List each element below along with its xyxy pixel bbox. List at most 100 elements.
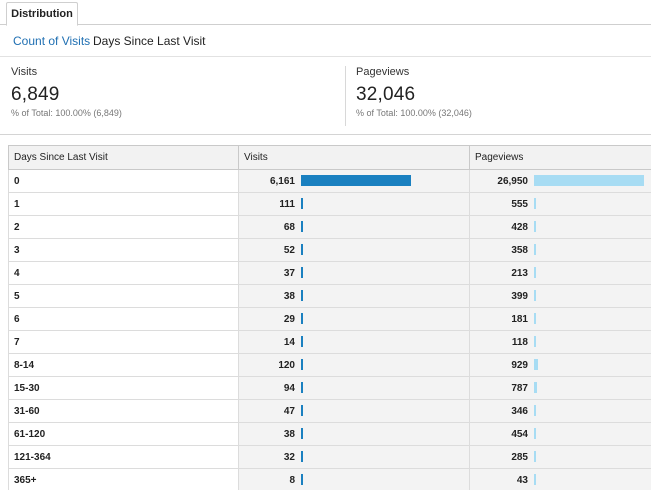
visits-bar bbox=[301, 267, 303, 278]
visits-value: 38 bbox=[283, 291, 295, 302]
dimension-cell: 7 bbox=[8, 330, 239, 354]
pageviews-cell: 26,950 bbox=[469, 169, 651, 193]
visits-bar bbox=[301, 244, 303, 255]
visits-value: 68 bbox=[283, 222, 295, 233]
dimension-cell: 5 bbox=[8, 284, 239, 308]
visits-value: 38 bbox=[283, 429, 295, 440]
table-row: 15-30 94 787 bbox=[8, 376, 651, 400]
dimension-cell: 2 bbox=[8, 215, 239, 239]
pageviews-metric-value: 32,046 bbox=[356, 84, 416, 105]
visits-cell: 37 bbox=[238, 261, 470, 285]
visits-bar bbox=[301, 405, 303, 416]
table-row: 121-364 32 285 bbox=[8, 445, 651, 469]
header-visits[interactable]: Visits bbox=[238, 145, 470, 170]
visits-cell: 32 bbox=[238, 445, 470, 469]
pageviews-metric-total: % of Total: 100.00% (32,046) bbox=[356, 108, 651, 118]
pageviews-cell: 358 bbox=[469, 238, 651, 262]
dimension-cell: 8-14 bbox=[8, 353, 239, 377]
sub-navigation: Count of Visits Days Since Last Visit bbox=[0, 25, 651, 57]
visits-value: 111 bbox=[279, 199, 295, 210]
pageviews-cell: 118 bbox=[469, 330, 651, 354]
visits-cell: 6,161 bbox=[238, 169, 470, 193]
visits-cell: 120 bbox=[238, 353, 470, 377]
pageviews-cell: 929 bbox=[469, 353, 651, 377]
pageviews-value: 555 bbox=[511, 199, 528, 210]
table-row: 5 38 399 bbox=[8, 284, 651, 308]
pageviews-bar bbox=[534, 382, 537, 393]
pageviews-value: 181 bbox=[511, 314, 528, 325]
dimension-cell: 15-30 bbox=[8, 376, 239, 400]
pageviews-bar bbox=[534, 244, 536, 255]
visits-cell: 47 bbox=[238, 399, 470, 423]
table-row: 4 37 213 bbox=[8, 261, 651, 285]
visits-value: 47 bbox=[283, 406, 295, 417]
dimension-cell: 6 bbox=[8, 307, 239, 331]
visits-value: 52 bbox=[283, 245, 295, 256]
pageviews-value: 26,950 bbox=[497, 176, 528, 187]
pageviews-cell: 787 bbox=[469, 376, 651, 400]
days-since-last-visit-label: Days Since Last Visit bbox=[93, 34, 206, 48]
dimension-cell: 121-364 bbox=[8, 445, 239, 469]
pageviews-value: 454 bbox=[511, 429, 528, 440]
visits-bar bbox=[301, 474, 303, 485]
dimension-cell: 4 bbox=[8, 261, 239, 285]
visits-value: 14 bbox=[283, 337, 295, 348]
pageviews-bar bbox=[534, 405, 536, 416]
pageviews-bar bbox=[534, 428, 536, 439]
tab-distribution[interactable]: Distribution bbox=[6, 2, 78, 26]
pageviews-total-prefix: % of Total: bbox=[356, 108, 401, 118]
pageviews-cell: 43 bbox=[469, 468, 651, 490]
visits-bar bbox=[301, 198, 303, 209]
visits-value: 6,161 bbox=[269, 176, 295, 187]
visits-value: 29 bbox=[283, 314, 295, 325]
dimension-cell: 61-120 bbox=[8, 422, 239, 446]
pageviews-bar bbox=[534, 359, 538, 370]
table-row: 31-60 47 346 bbox=[8, 399, 651, 423]
pageviews-bar bbox=[534, 290, 536, 301]
visits-cell: 52 bbox=[238, 238, 470, 262]
table-row: 2 68 428 bbox=[8, 215, 651, 239]
pageviews-cell: 454 bbox=[469, 422, 651, 446]
visits-metric: Visits 6,849 % of Total: 100.00% (6,849) bbox=[11, 66, 341, 126]
pageviews-total-value: 100.00% (32,046) bbox=[400, 108, 472, 118]
visits-value: 94 bbox=[283, 383, 295, 394]
pageviews-bar bbox=[534, 474, 536, 485]
pageviews-cell: 428 bbox=[469, 215, 651, 239]
pageviews-value: 929 bbox=[511, 360, 528, 371]
tab-strip: Distribution bbox=[0, 0, 651, 26]
table-row: 3 52 358 bbox=[8, 238, 651, 262]
pageviews-value: 346 bbox=[511, 406, 528, 417]
header-pageviews[interactable]: Pageviews bbox=[469, 145, 651, 170]
visits-metric-label: Visits bbox=[11, 66, 38, 78]
summary-metrics: Visits 6,849 % of Total: 100.00% (6,849)… bbox=[0, 57, 651, 135]
pageviews-metric-label: Pageviews bbox=[356, 66, 410, 78]
pageviews-value: 118 bbox=[511, 337, 528, 348]
visits-value: 32 bbox=[283, 452, 295, 463]
pageviews-bar bbox=[534, 336, 536, 347]
pageviews-value: 43 bbox=[516, 475, 528, 486]
visits-bar bbox=[301, 359, 303, 370]
table-row: 6 29 181 bbox=[8, 307, 651, 331]
visits-bar bbox=[301, 428, 303, 439]
pageviews-bar bbox=[534, 198, 536, 209]
pageviews-bar bbox=[534, 221, 536, 232]
header-days-since-last-visit[interactable]: Days Since Last Visit bbox=[8, 145, 239, 170]
pageviews-cell: 213 bbox=[469, 261, 651, 285]
visits-cell: 94 bbox=[238, 376, 470, 400]
pageviews-bar bbox=[534, 175, 644, 186]
table-row: 7 14 118 bbox=[8, 330, 651, 354]
visits-bar bbox=[301, 175, 411, 186]
dimension-cell: 365+ bbox=[8, 468, 239, 490]
table-row: 61-120 38 454 bbox=[8, 422, 651, 446]
visits-cell: 29 bbox=[238, 307, 470, 331]
pageviews-metric: Pageviews 32,046 % of Total: 100.00% (32… bbox=[345, 66, 651, 126]
count-of-visits-link[interactable]: Count of Visits bbox=[13, 34, 91, 48]
table-header-row: Days Since Last Visit Visits Pageviews bbox=[8, 145, 651, 170]
dimension-cell: 1 bbox=[8, 192, 239, 216]
pageviews-value: 399 bbox=[511, 291, 528, 302]
pageviews-cell: 555 bbox=[469, 192, 651, 216]
visits-metric-value: 6,849 bbox=[11, 84, 60, 105]
pageviews-value: 428 bbox=[511, 222, 528, 233]
dimension-cell: 0 bbox=[8, 169, 239, 193]
pageviews-cell: 399 bbox=[469, 284, 651, 308]
